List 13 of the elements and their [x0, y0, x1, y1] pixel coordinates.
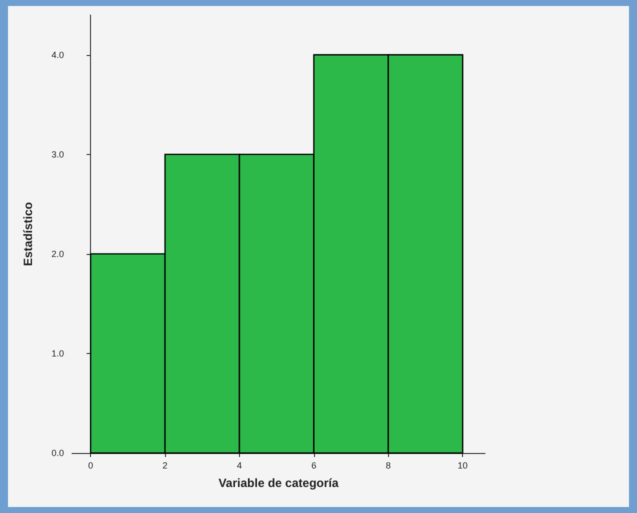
- y-tick-label: 3.0: [51, 149, 64, 160]
- x-tick-label: 6: [311, 460, 316, 470]
- x-tick-label: 10: [458, 460, 468, 470]
- x-tick-label: 4: [236, 460, 242, 470]
- y-tick-label: 2.0: [51, 248, 64, 259]
- y-tick-label: 0.0: [51, 448, 64, 458]
- x-tick-label: 0: [88, 460, 94, 470]
- x-axis-title: Variable de categoría: [218, 476, 339, 490]
- x-tick-label: 8: [386, 460, 391, 470]
- y-tick-label: 1.0: [51, 348, 64, 358]
- y-tick-label: 4.0: [51, 50, 64, 60]
- y-axis-title: Estadístico: [21, 202, 35, 266]
- x-tick-label: 2: [162, 460, 168, 470]
